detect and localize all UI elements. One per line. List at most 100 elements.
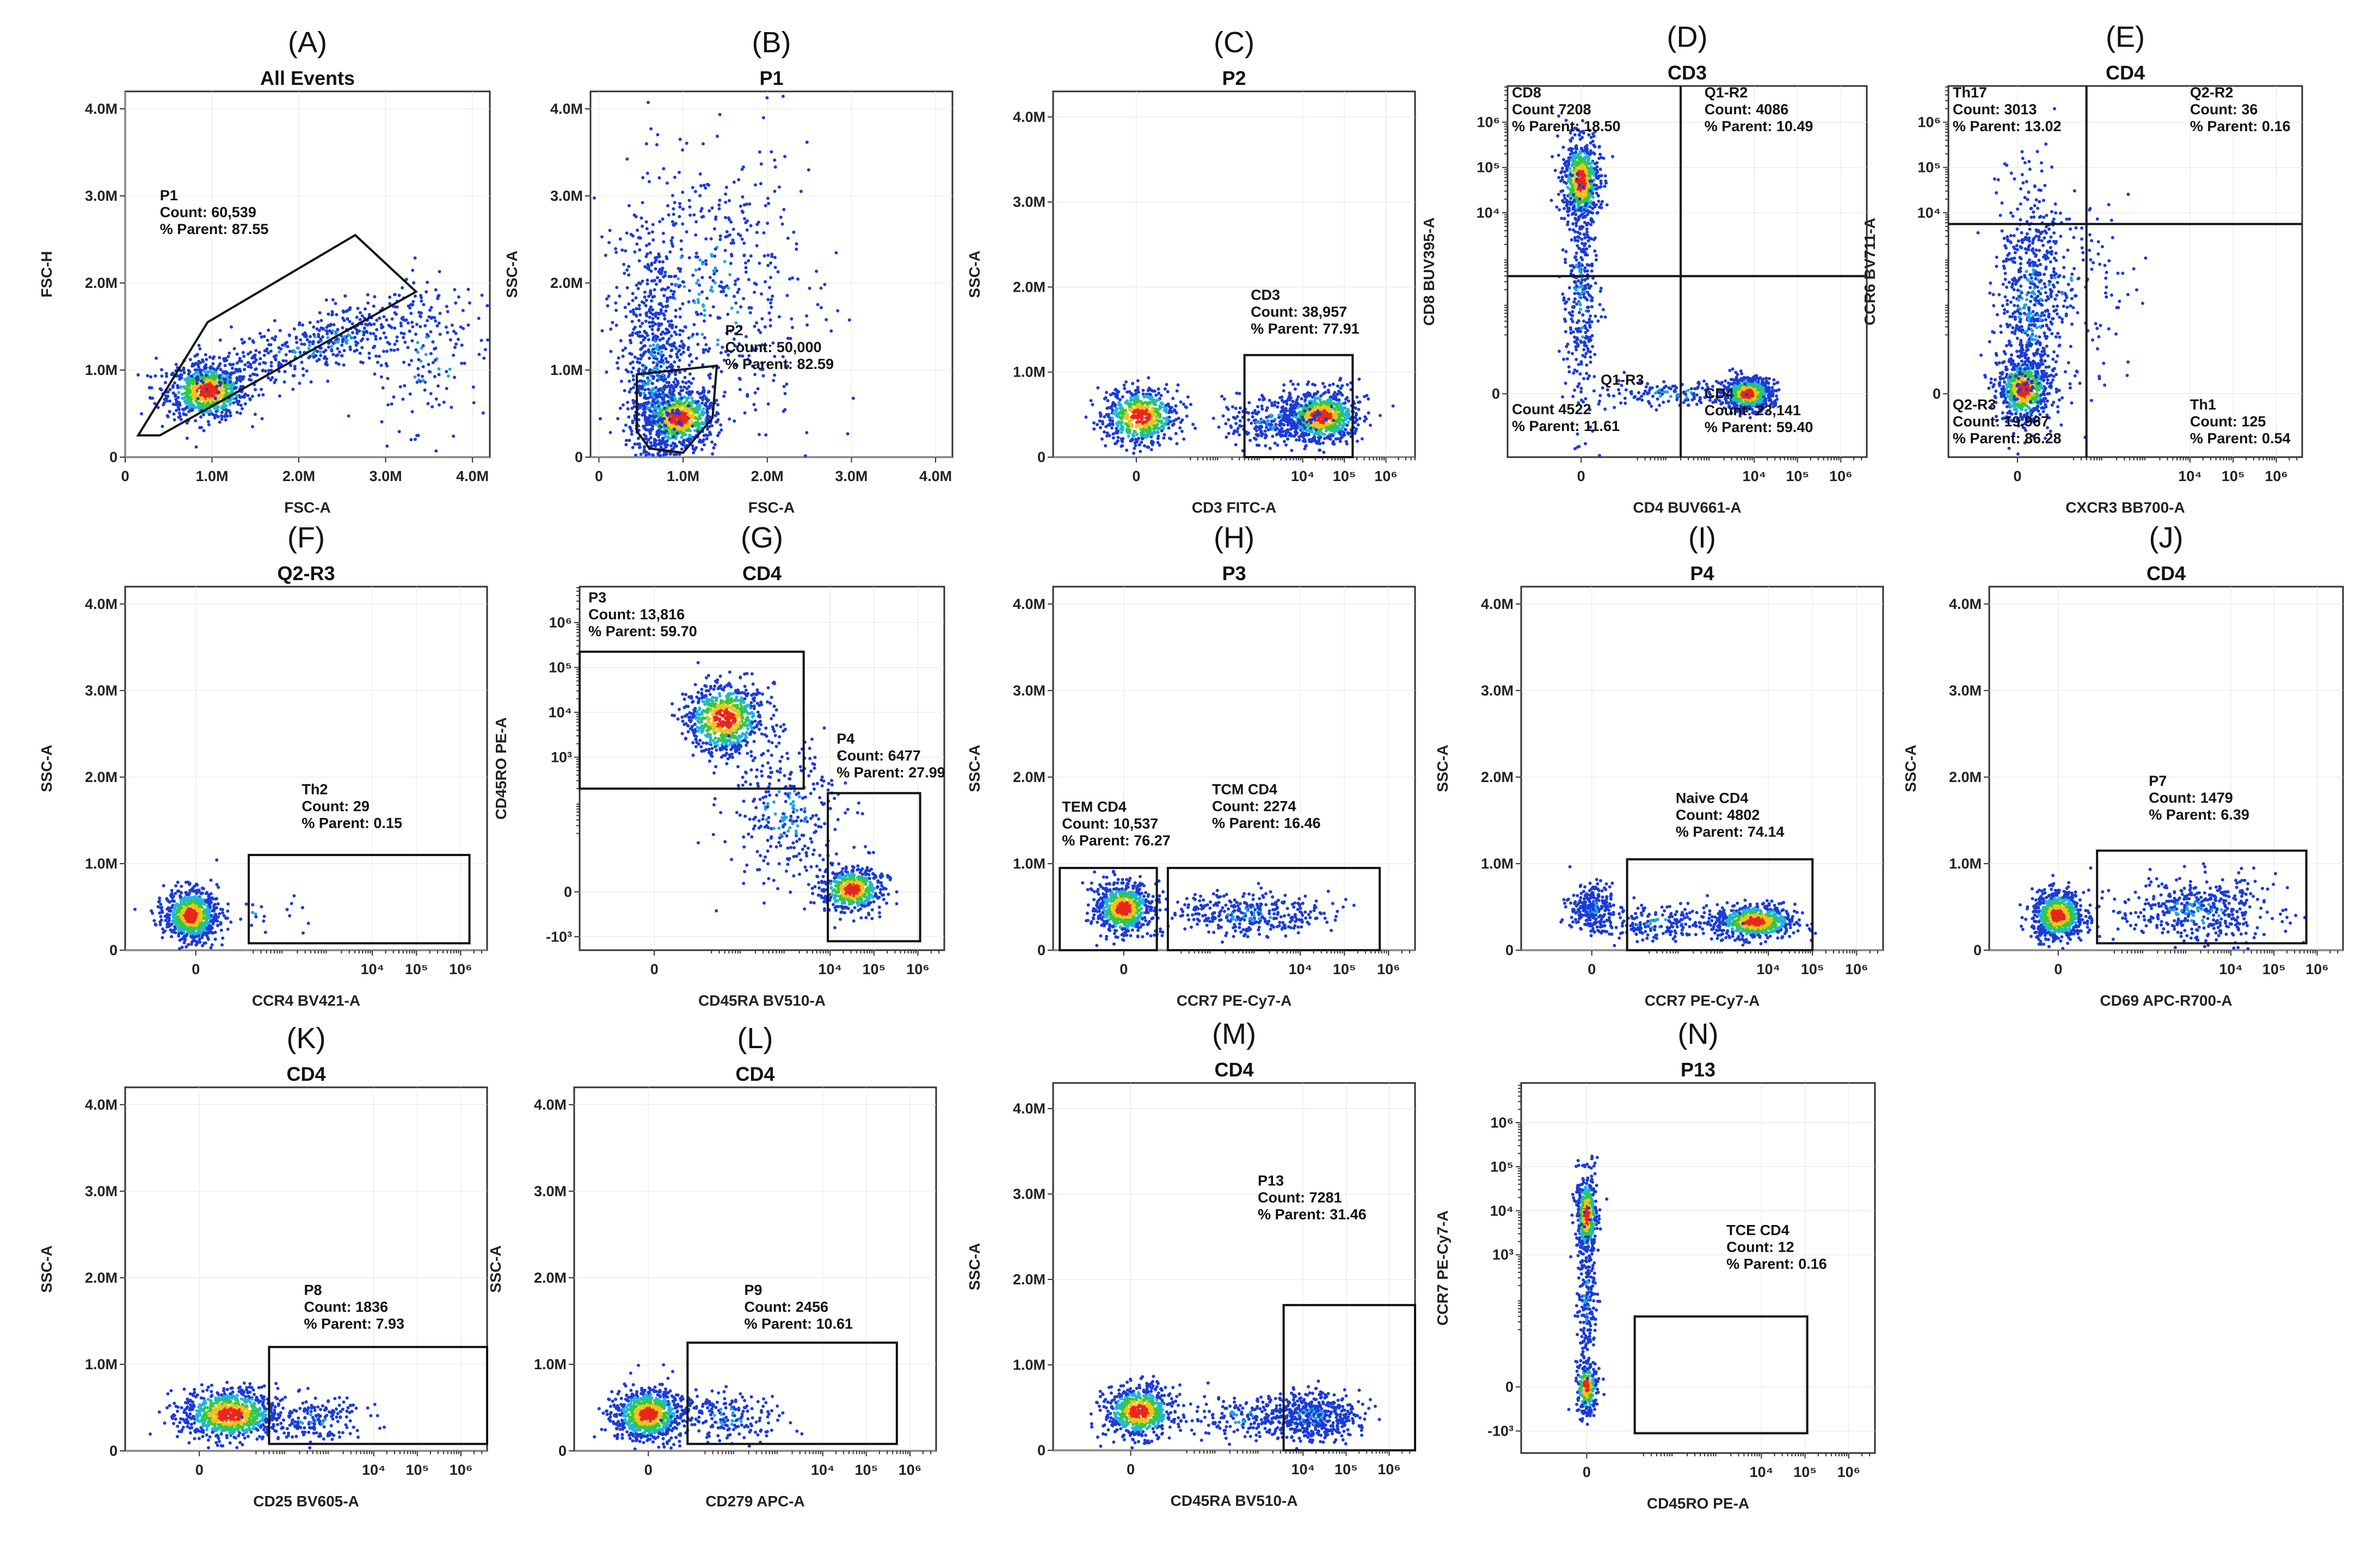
data-point (651, 332, 655, 336)
data-point (373, 372, 377, 376)
data-point (1282, 440, 1286, 444)
data-point (1340, 384, 1344, 387)
data-point (1250, 421, 1253, 425)
data-point (1166, 390, 1170, 393)
data-point (1179, 421, 1183, 424)
data-point (374, 354, 378, 358)
data-point (450, 323, 454, 327)
data-point (261, 393, 265, 397)
data-point (1309, 440, 1313, 444)
data-point (308, 343, 312, 347)
data-point (1297, 411, 1301, 415)
data-point (687, 256, 691, 260)
data-point (723, 390, 727, 394)
data-point (375, 328, 379, 331)
data-point (766, 263, 770, 267)
data-point (653, 354, 657, 358)
data-point (281, 359, 285, 362)
data-point (1273, 401, 1277, 404)
data-point (414, 294, 417, 298)
data-point (671, 220, 674, 224)
data-point (411, 300, 415, 304)
data-point (301, 367, 305, 371)
data-point (446, 331, 450, 334)
data-point (1105, 407, 1109, 410)
data-point (745, 228, 749, 232)
y-axis-label: SSC-A (503, 250, 520, 298)
data-point (308, 321, 312, 324)
data-point (1115, 408, 1118, 411)
data-point (1258, 398, 1262, 402)
data-point (653, 294, 656, 298)
data-point (395, 339, 399, 343)
data-point (1300, 415, 1304, 419)
data-point (229, 380, 232, 384)
data-point (196, 397, 200, 401)
data-point (399, 324, 403, 328)
data-point (393, 342, 397, 346)
data-point (353, 349, 356, 353)
data-point (679, 353, 683, 356)
data-point (1358, 400, 1362, 404)
data-point (415, 434, 419, 438)
data-point (1340, 418, 1344, 422)
data-point (819, 306, 823, 310)
data-point (638, 442, 642, 446)
data-point (673, 360, 677, 364)
data-point (220, 406, 224, 410)
data-point (438, 270, 441, 273)
data-point (1149, 448, 1153, 452)
data-point (160, 374, 164, 378)
data-point (331, 298, 335, 301)
data-point (722, 395, 726, 398)
data-point (1116, 435, 1120, 439)
data-point (382, 331, 386, 335)
data-point (648, 356, 651, 360)
data-point (625, 157, 629, 161)
data-point (263, 349, 267, 353)
data-point (764, 433, 768, 437)
data-point (609, 327, 613, 331)
data-point (776, 270, 780, 274)
data-point (1249, 439, 1252, 442)
data-point (847, 318, 851, 322)
data-point (823, 282, 827, 286)
data-point (1360, 437, 1364, 441)
data-point (636, 436, 640, 440)
data-point (438, 333, 442, 336)
data-point (1227, 418, 1231, 422)
data-point (674, 412, 678, 415)
data-point (650, 328, 654, 331)
data-point (1119, 421, 1123, 424)
data-point (330, 344, 334, 348)
data-point (1320, 420, 1324, 423)
data-point (415, 323, 419, 327)
data-point (626, 401, 630, 404)
data-point (325, 363, 329, 367)
data-point (668, 324, 672, 328)
data-point (1137, 443, 1141, 447)
data-point (238, 411, 242, 415)
data-point (1276, 427, 1279, 430)
data-point (696, 406, 699, 410)
gate-annotation: P1 (160, 187, 178, 204)
data-point (725, 230, 729, 233)
data-point (421, 344, 425, 348)
data-point (1327, 422, 1331, 426)
data-point (239, 403, 243, 407)
data-point (1176, 383, 1180, 387)
data-point (687, 380, 691, 384)
data-point (714, 266, 717, 270)
data-point (1110, 405, 1113, 409)
data-point (255, 373, 259, 377)
data-point (673, 175, 677, 179)
data-point (345, 341, 349, 345)
data-point (697, 300, 700, 304)
data-point (704, 343, 708, 347)
data-point (1315, 413, 1319, 417)
data-point (445, 305, 448, 309)
data-point (1154, 403, 1158, 407)
data-point (737, 178, 741, 182)
data-point (647, 452, 651, 456)
data-point (1344, 397, 1348, 401)
